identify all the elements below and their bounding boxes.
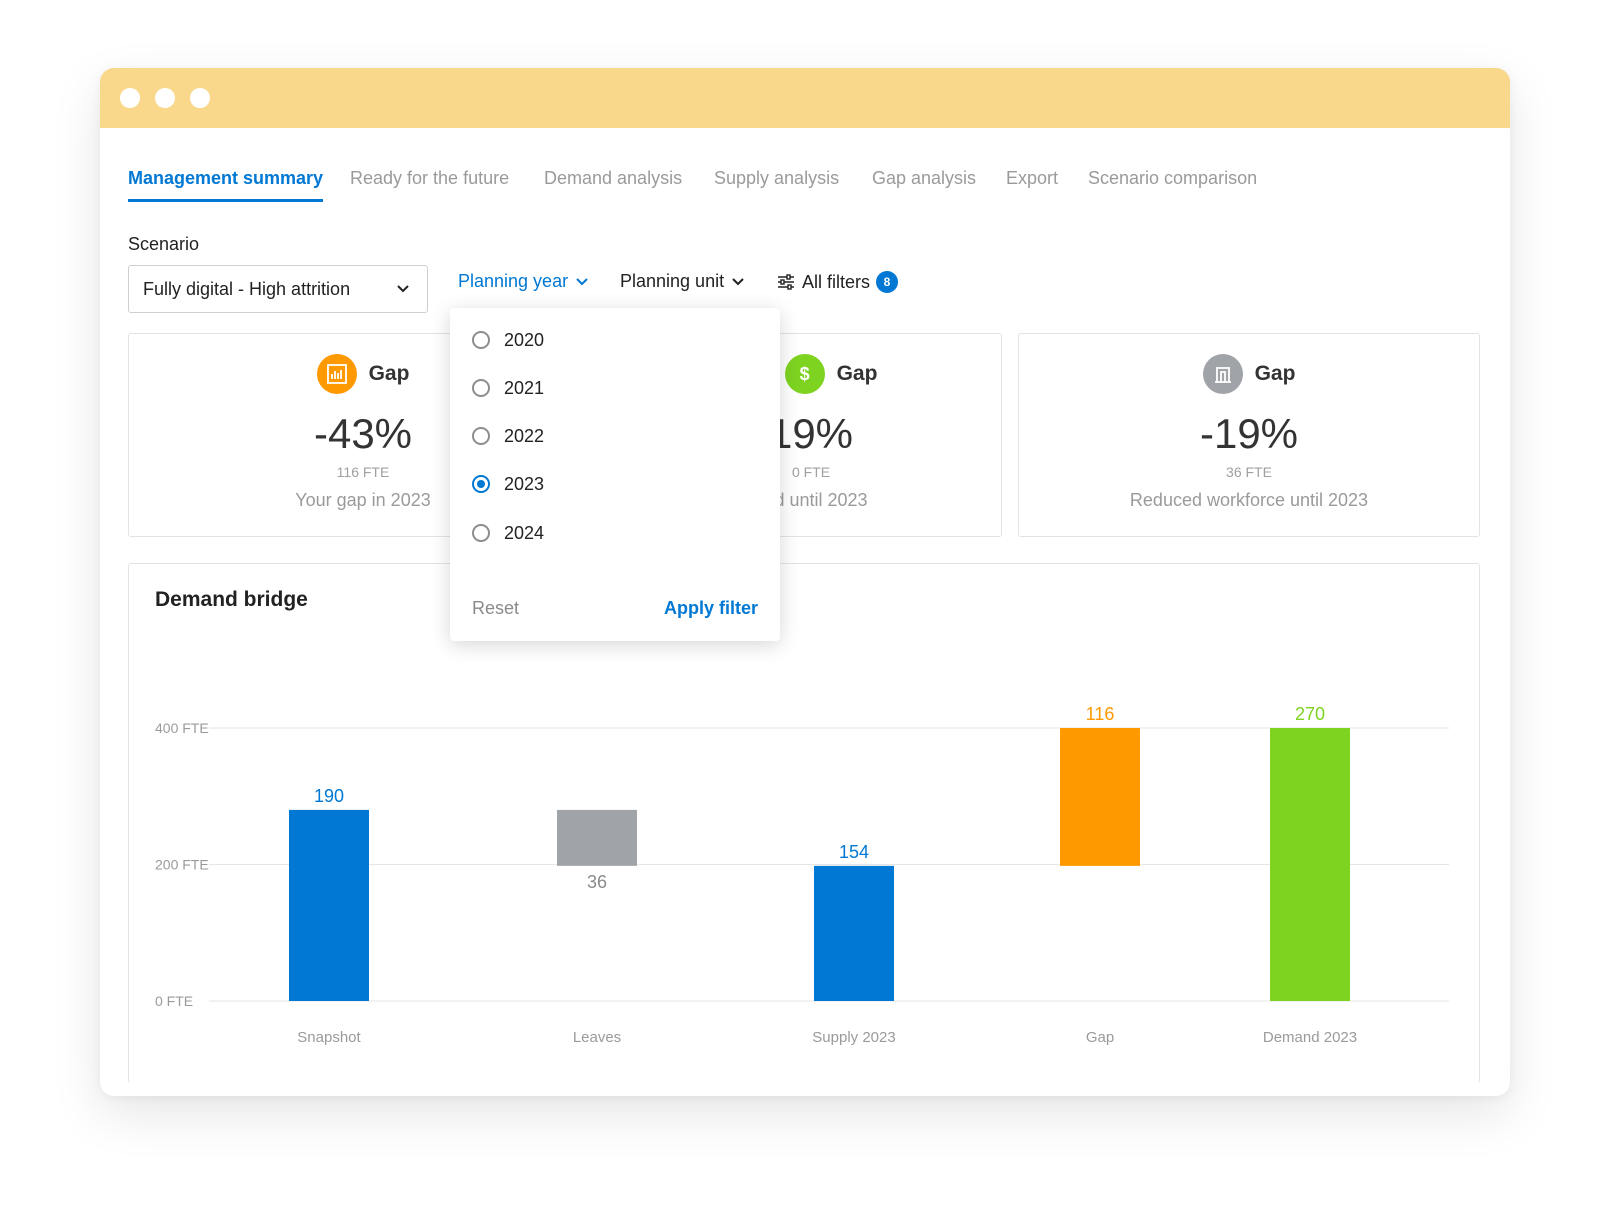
demand-bridge-chart: 0 FTE 200 FTE 400 FTE 190 Snapshot 36 Leaves 15… [155,704,1449,1046]
window-dot-maximize[interactable] [190,88,210,108]
dollar-icon: $ [784,354,825,394]
window-dot-minimize[interactable] [155,88,175,108]
tab-management-summary[interactable]: Management summary [128,168,324,202]
bar-snapshot [289,809,369,1001]
scenario-label: Scenario [128,234,200,254]
app-window: Management summary Ready for the future … [100,68,1510,1096]
x-category-label: Gap [1086,1029,1114,1046]
kpi-card-description: Reduced workforce until 2023 [1129,490,1369,510]
planning-year-dropdown: 2020 2021 2022 2023 2024 Reset Apply filter [450,308,780,641]
tab-export[interactable]: Export [1006,168,1059,188]
demand-bridge-card: Demand bridge 0 FTE 200 FTE 400 FTE 190 Snap… [128,563,1480,1083]
radio-button[interactable] [472,427,490,445]
planning-unit-label: Planning unit [620,271,725,291]
year-option-label: 2023 [504,473,545,494]
filter-count-badge: 8 [876,271,899,293]
kpi-card-reduced-workforce: Gap -19% 36 FTE Reduced workforce until … [1018,333,1480,537]
year-option-label: 2022 [504,425,545,446]
chevron-down-icon [732,277,744,285]
kpi-card-title: Gap [836,362,878,385]
planning-unit-filter[interactable]: Planning unit [620,271,746,292]
building-icon [1202,354,1243,394]
scenario-select[interactable]: Fully digital - High attrition [128,265,428,313]
year-option-2023[interactable]: 2023 [472,470,544,498]
reset-button[interactable]: Reset [472,598,520,618]
x-category-label: Demand 2023 [1263,1029,1357,1046]
kpi-card-description: and until 2023 [754,490,868,510]
bar-supply-2023 [814,865,894,1001]
sliders-icon [778,274,794,290]
y-tick-label: 200 FTE [155,857,209,873]
x-category-label: Supply 2023 [812,1029,895,1046]
radio-button[interactable] [472,331,490,349]
kpi-card-title: Gap [1254,362,1296,385]
bar-value-label: 36 [587,872,607,892]
kpi-card-value: 19% [768,410,854,457]
tab-gap-analysis[interactable]: Gap analysis [872,168,977,188]
x-category-label: Leaves [573,1029,621,1046]
year-option-2022[interactable]: 2022 [472,422,544,450]
radio-button[interactable] [472,475,490,493]
apply-filter-button[interactable]: Apply filter [663,598,758,618]
all-filters-label: All filters [802,271,871,292]
kpi-card-description: Your gap in 2023 [295,490,431,510]
year-option-2024[interactable]: 2024 [472,519,544,547]
kpi-card-value: -43% [313,410,413,457]
kpi-card-fte: 116 FTE [336,464,390,480]
x-category-label: Snapshot [297,1029,361,1046]
window-dot-close[interactable] [120,88,140,108]
radio-button[interactable] [472,379,490,397]
kpi-card-title: Gap [368,362,410,385]
all-filters-button[interactable]: All filters 8 [776,271,899,293]
bar-value-label: 154 [839,842,869,862]
tab-scenario-comparison[interactable]: Scenario comparison [1088,168,1258,188]
tab-supply-analysis[interactable]: Supply analysis [714,168,840,188]
planning-year-label: Planning year [458,271,569,291]
scenario-select-value: Fully digital - High attrition [143,278,351,299]
title-bar [100,68,1510,128]
bar-leaves [557,809,637,866]
year-option-label: 2021 [504,377,545,398]
tab-demand-analysis[interactable]: Demand analysis [544,168,683,188]
kpi-card-value: -19% [1199,410,1299,457]
y-tick-label: 400 FTE [155,720,209,736]
kpi-card-fte: 36 FTE [1226,464,1272,480]
bar-value-label: 190 [314,786,344,806]
y-tick-label: 0 FTE [155,993,193,1009]
chevron-down-icon [576,277,588,285]
planning-year-filter[interactable]: Planning year [458,271,590,292]
bar-gap [1060,728,1140,866]
kpi-card-fte: 0 FTE [791,464,831,480]
bar-value-label: 270 [1295,704,1325,724]
year-option-label: 2024 [504,522,545,543]
radio-button[interactable] [472,524,490,542]
chevron-down-icon [397,285,409,293]
year-option-2021[interactable]: 2021 [472,374,544,402]
tab-ready-for-the-future[interactable]: Ready for the future [350,168,510,188]
year-option-label: 2020 [504,329,545,350]
chart-title: Demand bridge [155,588,308,611]
bar-value-label: 116 [1086,704,1115,724]
bar-chart-icon [316,354,357,394]
year-option-2020[interactable]: 2020 [472,326,544,354]
bar-demand-2023 [1270,728,1350,1001]
